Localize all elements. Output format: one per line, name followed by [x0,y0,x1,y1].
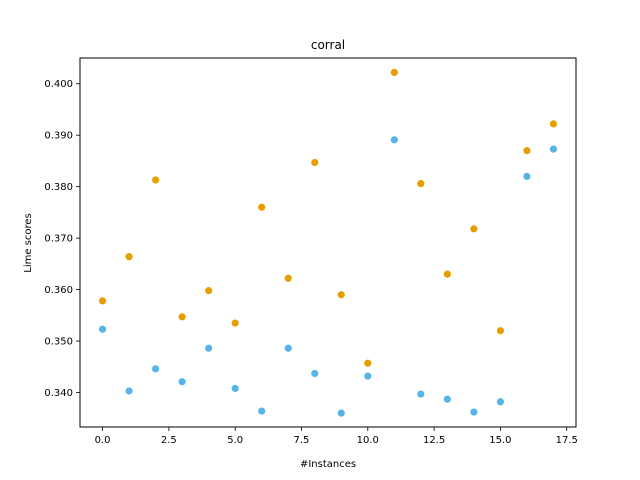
data-point-series-1 [258,203,266,211]
y-tick-label: 0.340 [44,388,73,399]
data-point-series-1 [284,274,292,282]
y-tick-label: 0.350 [44,337,73,348]
data-point-series-1 [151,176,160,184]
x-tick-label: 0.0 [95,435,111,446]
y-tick-label: 0.400 [44,79,73,90]
data-point-series-1 [125,253,133,261]
data-point-series-2 [417,390,425,398]
data-point-series-2 [364,372,372,380]
x-axis-label: #Instances [300,459,356,470]
data-point-series-2 [443,395,451,403]
data-point-series-2 [496,398,505,406]
data-point-series-1 [443,270,451,278]
data-point-series-1 [364,359,372,367]
x-tick-label: 12.5 [423,435,445,446]
data-point-series-2 [205,344,213,352]
y-tick-label: 0.380 [44,182,73,193]
data-point-series-2 [311,369,319,378]
x-tick-label: 7.5 [294,435,310,446]
data-point-series-2 [98,325,107,333]
data-point-series-1 [523,147,531,155]
data-point-series-1 [390,68,398,77]
data-point-series-1 [311,158,319,167]
data-point-series-2 [231,384,239,393]
data-point-series-2 [390,136,398,144]
data-point-series-2 [284,344,292,352]
x-tick-label: 5.0 [227,435,243,446]
y-axis-label: Lime scores [23,213,34,273]
x-tick-label: 10.0 [357,435,379,446]
data-point-series-1 [496,327,505,335]
data-point-series-1 [417,179,425,188]
x-tick-label: 2.5 [161,435,177,446]
data-point-series-1 [98,297,107,305]
data-point-series-1 [205,287,213,295]
data-point-series-2 [178,378,186,386]
y-tick-label: 0.370 [44,234,73,245]
data-point-series-1 [549,120,558,128]
data-point-series-2 [523,172,531,180]
data-point-series-2 [337,409,345,417]
y-tick-label: 0.390 [44,131,73,142]
data-point-series-1 [470,225,478,233]
plot-frame [79,57,577,428]
x-tick-label: 17.5 [556,435,578,446]
x-axis: 0.0 2.5 5.0 7.5 10.0 12.5 15.0 17.5 [95,427,578,446]
data-point-series-2 [151,365,160,373]
data-points [98,68,558,417]
y-axis: 0.340 0.350 0.360 0.370 0.380 0.390 0.400 [44,79,80,399]
x-tick-label: 15.0 [489,435,511,446]
chart-title: corral [311,38,345,52]
data-point-series-2 [549,145,558,153]
data-point-series-2 [125,387,133,395]
y-tick-label: 0.360 [44,285,73,296]
data-point-series-2 [470,408,478,416]
data-point-series-1 [231,319,239,327]
data-point-series-1 [337,291,345,299]
data-point-series-1 [178,313,186,321]
data-point-series-2 [258,407,266,415]
